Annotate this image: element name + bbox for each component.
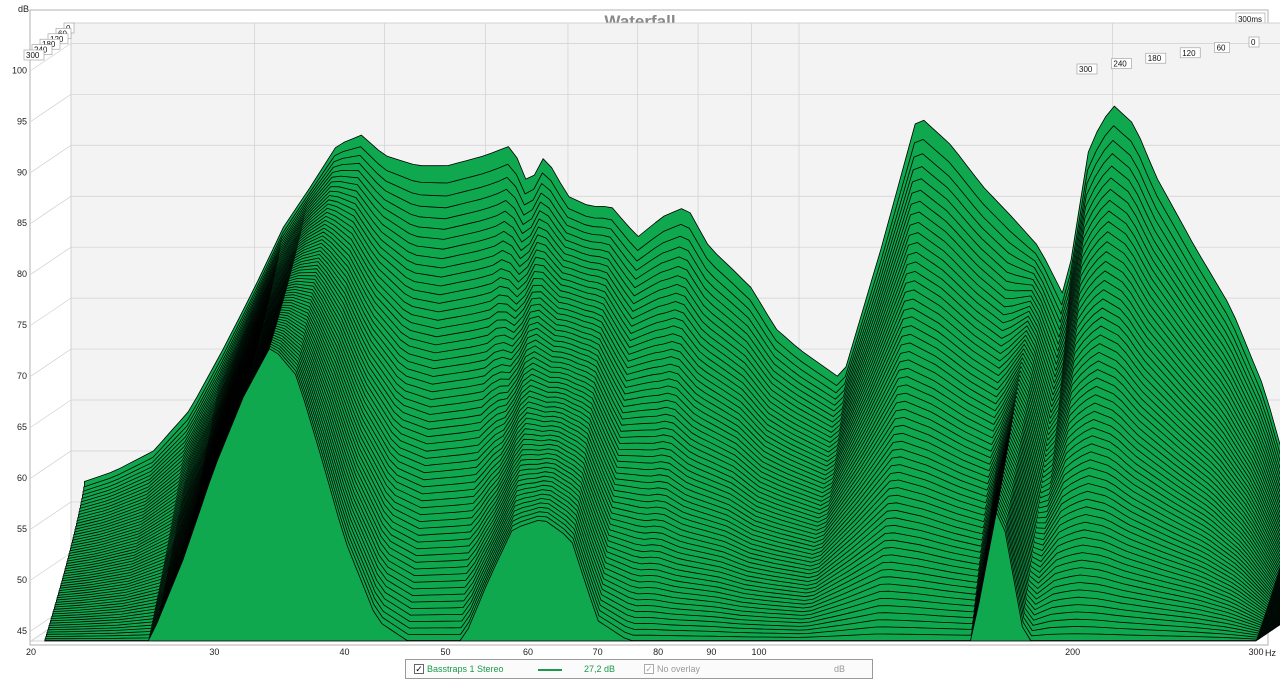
svg-text:60: 60 (1217, 43, 1226, 52)
y-tick-label: 60 (17, 473, 27, 483)
x-tick-label: 80 (653, 647, 663, 657)
legend-swatch-basstraps (538, 669, 562, 671)
y-tick-label: 85 (17, 218, 27, 228)
gridline-y-depth (30, 501, 72, 530)
svg-text:0: 0 (1251, 38, 1256, 47)
x-tick-label: 30 (209, 647, 219, 657)
svg-text:300ms: 300ms (1238, 15, 1262, 24)
x-tick-label: 200 (1065, 647, 1080, 657)
y-tick-label: 50 (17, 575, 27, 585)
time-tag-left: 300 (23, 49, 45, 61)
time-unit-tag: 300ms (1235, 12, 1266, 25)
x-tick-label: 100 (752, 647, 767, 657)
x-tick-label: 20 (26, 647, 36, 657)
waterfall-slice (44, 348, 1257, 642)
legend-checkbox-no-overlay[interactable]: ✓ (644, 664, 654, 674)
svg-text:300: 300 (1079, 65, 1093, 74)
gridline-y-depth (30, 94, 72, 122)
gridline-y-depth (30, 348, 72, 377)
legend: ✓ Basstraps 1 Stereo 27,2 dB ✓ No overla… (405, 659, 873, 679)
svg-text:240: 240 (1113, 60, 1127, 69)
x-unit-label: Hz (1265, 648, 1276, 658)
time-tag-right: 300 (1076, 63, 1098, 75)
gridline-y-depth (30, 43, 72, 71)
svg-text:120: 120 (1182, 49, 1196, 58)
legend-value-no-overlay: dB (834, 664, 846, 674)
y-tick-label: 70 (17, 371, 27, 381)
y-tick-label: 65 (17, 422, 27, 432)
gridline-y-depth (30, 450, 72, 479)
y-tick-label: 95 (17, 116, 27, 126)
y-tick-label: 90 (17, 167, 27, 177)
y-axis-label: dB (18, 4, 29, 14)
axes: 45 50 55 60 65 70 75 80 85 90 95 100 20 30 40 50 60 70 80 9… (12, 22, 1264, 657)
gridline-y-depth (30, 297, 72, 326)
y-tick-label: 100 (12, 65, 27, 75)
legend-checkbox-basstraps[interactable]: ✓ (414, 664, 424, 674)
x-tick-label: 90 (706, 647, 716, 657)
gridline-y-depth (30, 195, 72, 224)
time-tag-right: 180 (1145, 52, 1167, 64)
y-tick-label: 45 (17, 626, 27, 636)
x-tick-label: 50 (440, 647, 450, 657)
svg-text:300: 300 (26, 51, 40, 60)
y-tick-label: 55 (17, 524, 27, 534)
x-tick-label: 40 (340, 647, 350, 657)
time-tag-right: 240 (1111, 58, 1132, 69)
legend-label-basstraps: Basstraps 1 Stereo (427, 664, 504, 674)
gridline-y-depth (30, 399, 72, 428)
x-tick-label: 60 (523, 647, 533, 657)
gridline-y-depth (30, 246, 72, 275)
x-tick-label: 300 (1248, 647, 1263, 657)
waterfall-surface (44, 105, 1280, 642)
time-tag-right: 120 (1179, 47, 1201, 59)
time-tag-right: 0 (1248, 36, 1260, 48)
legend-label-no-overlay: No overlay (657, 664, 701, 674)
gridline-y-depth (30, 144, 72, 173)
x-tick-label: 70 (593, 647, 603, 657)
gridline-y-depth (30, 552, 72, 581)
legend-value-basstraps: 27,2 dB (584, 664, 616, 674)
svg-text:180: 180 (1148, 54, 1162, 63)
y-tick-label: 80 (17, 269, 27, 279)
y-tick-label: 75 (17, 320, 27, 330)
time-tag-right: 60 (1214, 42, 1230, 53)
